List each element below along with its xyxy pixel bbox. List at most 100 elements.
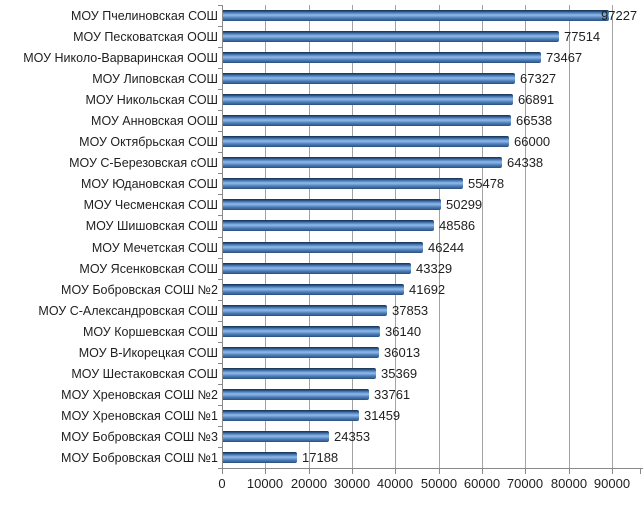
category-axis-tick	[218, 279, 223, 280]
gridline-50000	[439, 5, 440, 468]
category-label: МОУ В-Икорецкая СОШ	[78, 346, 218, 360]
category-axis-tick	[218, 5, 223, 6]
bar	[223, 94, 513, 105]
bar	[223, 284, 404, 295]
value-label: 43329	[416, 261, 453, 276]
category-axis-tick	[218, 384, 223, 385]
value-label: 73467	[546, 50, 583, 65]
value-axis-tick	[569, 468, 570, 474]
category-axis-tick	[218, 426, 223, 427]
bar	[223, 242, 423, 253]
value-label: 64338	[507, 155, 544, 170]
category-label: МОУ Ясенковская СОШ	[79, 262, 218, 276]
gridline-60000	[482, 5, 483, 468]
category-label: МОУ Шестаковская СОШ	[71, 367, 218, 381]
x-axis-tick-label: 80000	[550, 476, 588, 491]
value-label: 97227	[601, 8, 638, 23]
category-axis-tick	[218, 468, 223, 469]
gridline-90000	[612, 5, 613, 468]
bar	[223, 431, 329, 442]
category-axis-tick	[218, 300, 223, 301]
x-axis-tick-label: 50000	[420, 476, 458, 491]
category-axis-tick	[218, 405, 223, 406]
category-axis-tick	[218, 89, 223, 90]
category-axis-tick	[218, 173, 223, 174]
value-label: 50299	[446, 197, 483, 212]
category-axis-tick	[218, 68, 223, 69]
bar	[223, 452, 297, 463]
category-label: МОУ С-Александровская СОШ	[38, 304, 218, 318]
value-label: 48586	[439, 218, 476, 233]
category-axis-tick	[218, 110, 223, 111]
bar	[223, 263, 411, 274]
category-label: МОУ Мечетская СОШ	[91, 241, 218, 255]
x-axis-tick-label: 30000	[333, 476, 371, 491]
bar	[223, 368, 376, 379]
x-axis-tick-label: 40000	[376, 476, 414, 491]
value-axis-end-tick	[640, 468, 641, 474]
x-axis-tick-label: 0	[218, 476, 226, 491]
value-label: 55478	[468, 176, 505, 191]
category-axis-tick	[218, 131, 223, 132]
value-axis-tick	[482, 468, 483, 474]
gridline-40000	[395, 5, 396, 468]
bar	[223, 305, 387, 316]
value-axis-tick	[612, 468, 613, 474]
x-axis-tick-label: 20000	[290, 476, 328, 491]
bar	[223, 157, 502, 168]
bar	[223, 115, 511, 126]
value-axis-line	[222, 468, 643, 469]
category-label: МОУ Шишовская СОШ	[85, 219, 218, 233]
category-label: МОУ Бобровская СОШ №2	[61, 283, 218, 297]
category-label: МОУ Липовская СОШ	[92, 72, 218, 86]
value-axis-tick	[309, 468, 310, 474]
category-axis-tick	[218, 258, 223, 259]
value-label: 36013	[384, 345, 421, 360]
category-axis-tick	[218, 47, 223, 48]
value-axis-tick	[439, 468, 440, 474]
value-label: 33761	[374, 387, 411, 402]
value-axis-tick	[395, 468, 396, 474]
bar	[223, 347, 379, 358]
gridline-30000	[352, 5, 353, 468]
category-axis-tick	[218, 363, 223, 364]
bar	[223, 31, 559, 42]
value-axis-tick	[222, 468, 223, 474]
bar	[223, 389, 369, 400]
value-label: 35369	[381, 366, 418, 381]
gridline-10000	[265, 5, 266, 468]
value-label: 46244	[428, 240, 465, 255]
category-label: МОУ Коршевская СОШ	[82, 325, 218, 339]
category-label: МОУ Николо-Варваринская ООШ	[23, 51, 218, 65]
category-axis-tick	[218, 26, 223, 27]
gridline-80000	[569, 5, 570, 468]
bar	[223, 178, 463, 189]
value-label: 66538	[516, 113, 553, 128]
value-label: 67327	[520, 71, 557, 86]
value-label: 66891	[518, 92, 555, 107]
category-axis-tick	[218, 237, 223, 238]
x-axis-tick-label: 10000	[246, 476, 284, 491]
value-label: 37853	[392, 303, 429, 318]
gridline-70000	[525, 5, 526, 468]
bar	[223, 73, 515, 84]
category-label: МОУ Юдановская СОШ	[80, 177, 218, 191]
category-label: МОУ Хреновская СОШ №2	[61, 388, 218, 402]
category-label: МОУ Пчелиновская СОШ	[70, 9, 218, 23]
category-label: МОУ Бобровская СОШ №3	[61, 430, 218, 444]
value-label: 66000	[514, 134, 551, 149]
category-axis-tick	[218, 152, 223, 153]
category-label: МОУ С-Березовская сОШ	[69, 156, 218, 170]
category-label: МОУ Октябрьская СОШ	[79, 135, 218, 149]
category-axis-tick	[218, 215, 223, 216]
gridline-20000	[309, 5, 310, 468]
x-axis-tick-label: 60000	[463, 476, 501, 491]
value-label: 24353	[334, 429, 371, 444]
bar	[223, 220, 434, 231]
category-label: МОУ Песковатская ООШ	[73, 30, 218, 44]
category-axis-tick	[218, 342, 223, 343]
value-axis-tick	[265, 468, 266, 474]
value-label: 77514	[564, 29, 601, 44]
bar	[223, 326, 380, 337]
